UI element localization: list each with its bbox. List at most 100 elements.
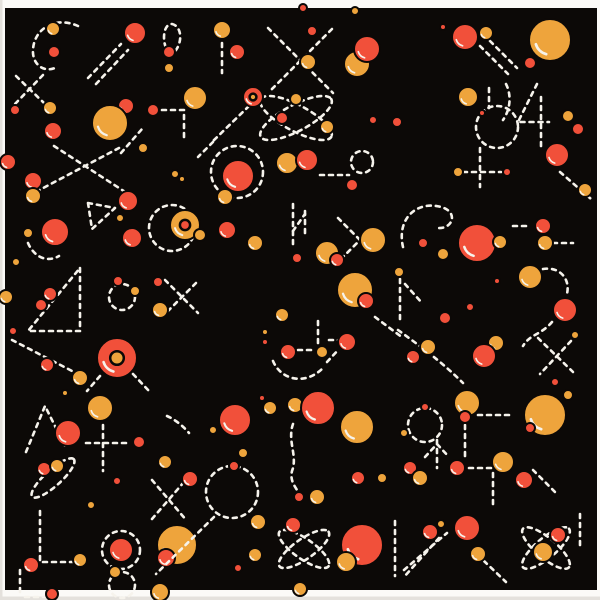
orange-dot [514,470,534,490]
dashed-doodle [119,127,144,155]
gloss-highlight [124,239,131,246]
amber-dot [237,447,249,459]
gloss-highlight [251,522,258,529]
amber-dot [376,472,388,484]
orange-dot [152,276,164,288]
amber-dot [561,109,575,123]
amber-dot [129,285,141,297]
amber-dot [157,454,173,470]
amber-dot [22,227,34,239]
dashed-orbit [277,528,331,570]
gloss-highlight [460,98,467,105]
dashed-ring [107,570,137,600]
amber-dot [91,104,129,142]
gloss-highlight [223,422,234,432]
amber-dot [86,500,96,510]
gloss-highlight [264,408,270,414]
amber-dot [315,345,329,359]
dashed-doodle [291,212,307,233]
amber-dot [11,257,21,267]
orange-dot [42,286,58,302]
gloss-highlight [278,164,286,172]
gloss-highlight [310,497,317,504]
dashed-doodle [558,170,593,201]
amber-dot [182,85,208,111]
orange-dot [112,476,122,486]
gloss-highlight [44,234,54,243]
dashed-doodle [325,347,341,364]
gloss-highlight [112,551,120,559]
dashed-doodle [521,320,554,348]
gloss-highlight [457,529,466,538]
amber-dot [150,582,170,600]
dashed-doodle [531,468,558,495]
amber-dot [216,188,234,206]
gloss-highlight [24,565,31,572]
orange-dot [217,220,237,240]
gloss-highlight [230,52,237,59]
gloss-highlight [359,301,366,308]
dashed-doodle [402,531,449,572]
amber-dot [308,488,326,506]
orange-dot [228,43,246,61]
amber-dot [275,151,299,175]
orange-dot [368,115,378,125]
gloss-highlight [480,33,486,39]
dashed-doodle [538,339,573,376]
orange-dot [345,178,359,192]
dashed-doodle [52,144,135,199]
amber-dot [212,20,232,40]
orange-dot [181,470,199,488]
dashed-doodle [94,48,130,86]
gloss-highlight [298,161,306,169]
gloss-highlight [471,554,478,561]
gloss-highlight [536,226,543,233]
gloss-highlight [74,560,80,566]
dashed-doodle [85,374,102,393]
dashed-doodle [26,146,121,198]
orange-dot [45,587,59,600]
orange-dot [112,275,124,287]
amber-dot [170,169,180,179]
gloss-highlight [579,190,585,196]
gloss-highlight [363,241,372,250]
amber-dot [577,182,593,198]
dashed-doodle [403,282,424,305]
amber-dot [528,18,572,62]
orange-dot [162,45,176,59]
orange-dot [298,3,308,13]
orange-dot [275,111,289,125]
amber-dot [335,551,357,573]
amber-dot [108,565,122,579]
orange-dot [284,516,302,534]
dashed-ring [474,104,520,150]
gloss-highlight [102,360,115,373]
dot-center-ring [108,349,126,367]
dashed-doodle [13,73,45,106]
amber-dot [261,328,269,336]
dashed-doodle [210,104,251,144]
orange-dot [391,116,403,128]
amber-dot [71,369,89,387]
dashed-doodle [165,414,191,435]
amber-dot [570,330,580,340]
orange-dot [544,142,570,168]
dashed-doodle [488,39,519,70]
gloss-highlight [0,297,6,303]
amber-dot [72,552,88,568]
gloss-highlight [357,50,366,59]
gloss-highlight [126,34,134,42]
gloss-highlight [153,310,160,317]
orange-dot [218,403,252,437]
amber-dot [339,409,375,445]
dashed-doodle [289,422,299,492]
amber-dot [452,166,464,178]
gloss-highlight [534,42,548,56]
gloss-highlight [46,132,53,138]
gloss-highlight [494,463,502,471]
amber-dot [491,450,515,474]
orange-dot [34,298,48,312]
gloss-highlight [352,478,358,484]
dashed-doodle-overlay [154,515,216,576]
